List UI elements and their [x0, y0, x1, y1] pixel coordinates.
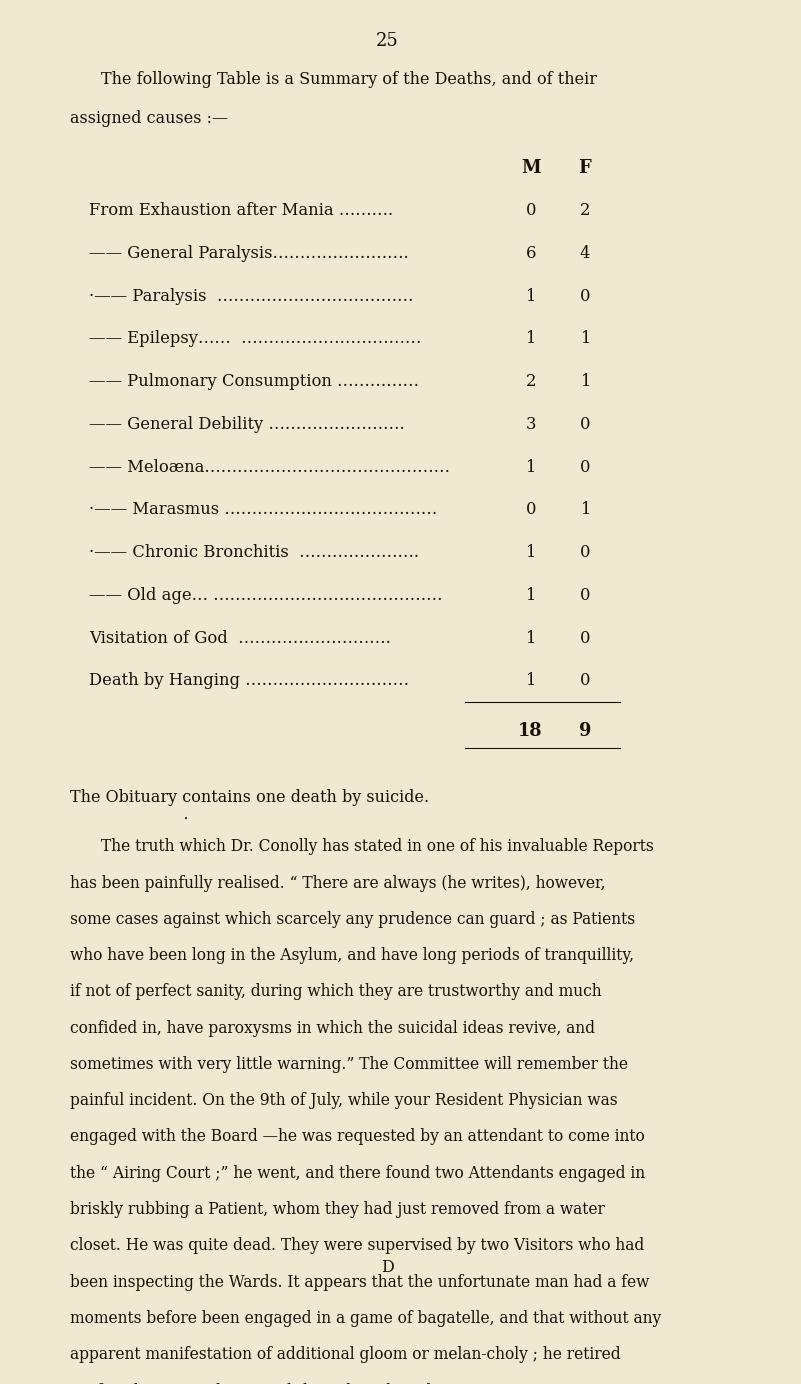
Text: 6: 6 [525, 245, 536, 262]
Text: —— Old age… ……………………………………: —— Old age… …………………………………… [89, 587, 443, 603]
Text: •: • [184, 815, 188, 823]
Text: painful incident. On the 9th of July, while your Resident Physician was: painful incident. On the 9th of July, wh… [70, 1092, 618, 1109]
Text: 0: 0 [580, 673, 590, 689]
Text: been inspecting the Wards. It appears that the unfortunate man had a few: been inspecting the Wards. It appears th… [70, 1273, 649, 1290]
Text: Visitation of God  ……………………….: Visitation of God ………………………. [89, 630, 391, 646]
Text: 1: 1 [580, 501, 590, 519]
Text: 1: 1 [580, 331, 590, 347]
Text: 0: 0 [580, 288, 590, 304]
Text: 3: 3 [525, 415, 536, 433]
Text: D: D [381, 1259, 394, 1276]
Text: 1: 1 [525, 288, 536, 304]
Text: 2: 2 [525, 374, 536, 390]
Text: 1: 1 [525, 458, 536, 476]
Text: F: F [578, 159, 591, 177]
Text: —— Meloæna………………………………………: —— Meloæna……………………………………… [89, 458, 450, 476]
Text: 1: 1 [525, 630, 536, 646]
Text: 2: 2 [580, 202, 590, 219]
Text: The truth which Dr. Conolly has stated in one of his invaluable Reports: The truth which Dr. Conolly has stated i… [101, 839, 654, 855]
Text: 0: 0 [525, 202, 536, 219]
Text: briskly rubbing a Patient, whom they had just removed from a water: briskly rubbing a Patient, whom they had… [70, 1201, 605, 1218]
Text: 9: 9 [578, 721, 591, 739]
Text: The following Table is a Summary of the Deaths, and of their: The following Table is a Summary of the … [101, 71, 597, 89]
Text: 0: 0 [580, 544, 590, 561]
Text: 25: 25 [376, 32, 399, 50]
Text: 0: 0 [580, 630, 590, 646]
Text: Death by Hanging …………………………: Death by Hanging ………………………… [89, 673, 409, 689]
Text: M: M [521, 159, 541, 177]
Text: 1: 1 [525, 587, 536, 603]
Text: 0: 0 [580, 458, 590, 476]
Text: 1: 1 [525, 673, 536, 689]
Text: 1: 1 [525, 331, 536, 347]
Text: sometimes with very little warning.” The Committee will remember the: sometimes with very little warning.” The… [70, 1056, 628, 1073]
Text: ·—— Chronic Bronchitis  ………………….: ·—— Chronic Bronchitis …………………. [89, 544, 419, 561]
Text: 0: 0 [580, 587, 590, 603]
Text: apparent manifestation of additional gloom or melan­choly ; he retired: apparent manifestation of additional glo… [70, 1347, 620, 1363]
Text: closet. He was quite dead. They were supervised by two Visitors who had: closet. He was quite dead. They were sup… [70, 1237, 644, 1254]
Text: assigned causes :—: assigned causes :— [70, 111, 227, 127]
Text: —— General Debility …………………….: —— General Debility ……………………. [89, 415, 405, 433]
Text: —— General Paralysis…………………….: —— General Paralysis……………………. [89, 245, 409, 262]
Text: —— Pulmonary Consumption ……………: —— Pulmonary Consumption …………… [89, 374, 419, 390]
Text: as if to the water closet, and that when there he: as if to the water closet, and that when… [70, 1383, 445, 1384]
Text: ·—— Paralysis  ………………………………: ·—— Paralysis ……………………………… [89, 288, 413, 304]
Text: confided in, have paroxysms in which the suicidal ideas revive, and: confided in, have paroxysms in which the… [70, 1020, 594, 1037]
Text: 0: 0 [580, 415, 590, 433]
Text: engaged with the Board —he was requested by an attendant to come into: engaged with the Board —he was requested… [70, 1128, 645, 1146]
Text: has been painfully realised. “ There are always (he writes), however,: has been painfully realised. “ There are… [70, 875, 606, 891]
Text: 18: 18 [518, 721, 543, 739]
Text: 0: 0 [525, 501, 536, 519]
Text: the “ Airing Court ;” he went, and there found two Attendants engaged in: the “ Airing Court ;” he went, and there… [70, 1165, 645, 1182]
Text: The Obituary contains one death by suicide.: The Obituary contains one death by suici… [70, 789, 429, 805]
Text: ·—— Marasmus …………………………………: ·—— Marasmus ………………………………… [89, 501, 437, 519]
Text: 1: 1 [525, 544, 536, 561]
Text: From Exhaustion after Mania ……….: From Exhaustion after Mania ………. [89, 202, 393, 219]
Text: if not of perfect sanity, during which they are trustworthy and much: if not of perfect sanity, during which t… [70, 984, 602, 1001]
Text: —— Epilepsy……  ……………………………: —— Epilepsy…… …………………………… [89, 331, 421, 347]
Text: moments before been engaged in a game of bagatelle, and that without any: moments before been engaged in a game of… [70, 1309, 661, 1327]
Text: who have been long in the Asylum, and have long periods of tranquillity,: who have been long in the Asylum, and ha… [70, 947, 634, 965]
Text: some cases against which scarcely any prudence can guard ; as Patients: some cases against which scarcely any pr… [70, 911, 635, 927]
Text: 1: 1 [580, 374, 590, 390]
Text: 4: 4 [580, 245, 590, 262]
